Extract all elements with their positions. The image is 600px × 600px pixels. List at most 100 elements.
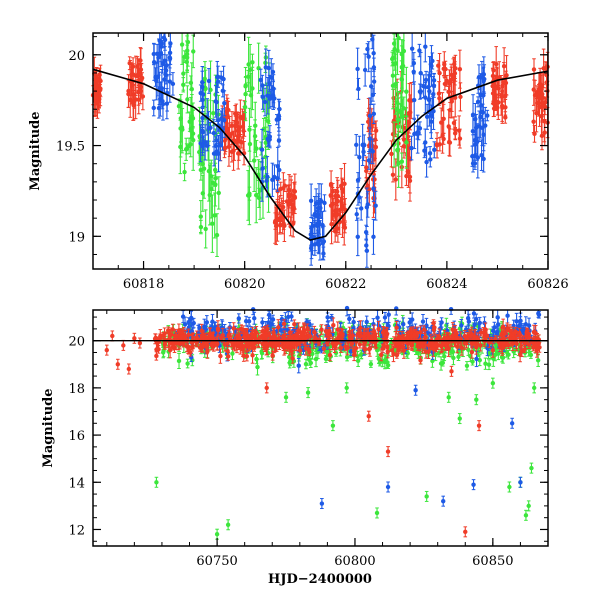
blue-point (275, 163, 280, 169)
green-point (182, 169, 187, 175)
green-outlier (154, 480, 159, 485)
red-point (138, 67, 144, 72)
green-point (390, 83, 396, 88)
green-point (185, 361, 190, 366)
bottom-data-points (104, 305, 542, 540)
blue-point (269, 75, 274, 80)
red-point (233, 124, 238, 129)
green-point (355, 358, 361, 364)
blue-point (354, 142, 359, 148)
blue-point (427, 151, 433, 156)
red-point (291, 188, 297, 193)
blue-point (214, 138, 219, 143)
green-point (504, 349, 509, 354)
model-curve (92, 68, 549, 241)
blue-point (263, 65, 268, 70)
green-point (246, 62, 251, 67)
green-point (442, 354, 447, 359)
red-point (373, 128, 379, 133)
green-point (506, 352, 511, 357)
green-point (191, 49, 196, 54)
green-point (400, 63, 406, 69)
green-point (201, 166, 207, 171)
green-point (384, 359, 390, 365)
green-point (198, 214, 203, 219)
green-point (209, 186, 214, 192)
x-tick-label: 60826 (527, 277, 568, 292)
red-point (539, 94, 545, 99)
blue-point (206, 78, 212, 84)
green-outlier (283, 395, 289, 400)
red-point (393, 177, 399, 182)
red-point (389, 151, 394, 157)
blue-point (371, 111, 377, 117)
green-point (254, 356, 259, 362)
green-point (259, 350, 265, 356)
green-point (252, 133, 258, 139)
blue-point (362, 142, 367, 148)
blue-point (475, 99, 481, 105)
blue-point (264, 178, 269, 184)
blue-point (364, 248, 370, 253)
blue-point (315, 223, 320, 228)
green-outlier (225, 522, 231, 527)
green-point (433, 352, 438, 357)
blue-point (160, 98, 165, 104)
blue-point (474, 356, 479, 362)
blue-point (364, 205, 370, 210)
top-tick-marks (92, 33, 549, 269)
blue-point (480, 72, 486, 77)
blue-point (401, 322, 406, 327)
green-point (535, 358, 541, 363)
blue-point (418, 70, 423, 76)
green-outlier (305, 390, 311, 395)
green-point (256, 195, 262, 201)
red-point (503, 80, 509, 86)
red-point (531, 67, 537, 72)
green-point (323, 356, 329, 362)
green-outlier (532, 385, 537, 391)
green-outlier (424, 494, 429, 499)
blue-point (310, 234, 315, 239)
green-point (230, 351, 235, 356)
blue-point (355, 234, 360, 240)
red-point (342, 225, 348, 230)
blue-point (448, 307, 454, 312)
green-point (396, 161, 401, 166)
green-point (216, 190, 221, 196)
green-point (189, 87, 194, 92)
red-point (238, 115, 243, 120)
red-point (491, 68, 496, 73)
red-point (451, 75, 456, 81)
red-point (328, 181, 334, 187)
blue-point (357, 154, 362, 160)
red-point (342, 181, 347, 187)
green-point (200, 191, 206, 196)
blue-point (423, 95, 428, 100)
red-point (372, 137, 378, 142)
green-point (500, 355, 506, 360)
blue-point (363, 229, 369, 235)
blue-point (411, 97, 417, 103)
blue-point (481, 132, 486, 137)
blue-point (370, 37, 375, 42)
top-y-axis-label: Magnitude (28, 111, 43, 190)
red-point (333, 193, 338, 199)
green-point (213, 182, 218, 187)
blue-point (167, 79, 173, 84)
blue-point (471, 311, 477, 316)
red-point (436, 91, 442, 96)
blue-point (371, 234, 376, 240)
green-point (242, 104, 248, 110)
green-outlier (446, 395, 451, 400)
blue-point (260, 83, 265, 88)
green-outlier (330, 423, 336, 428)
blue-point (474, 139, 480, 145)
blue-point (431, 83, 437, 88)
y-tick-label: 19 (68, 230, 85, 245)
red-point (284, 199, 290, 204)
blue-point (198, 90, 203, 96)
green-point (307, 357, 312, 362)
